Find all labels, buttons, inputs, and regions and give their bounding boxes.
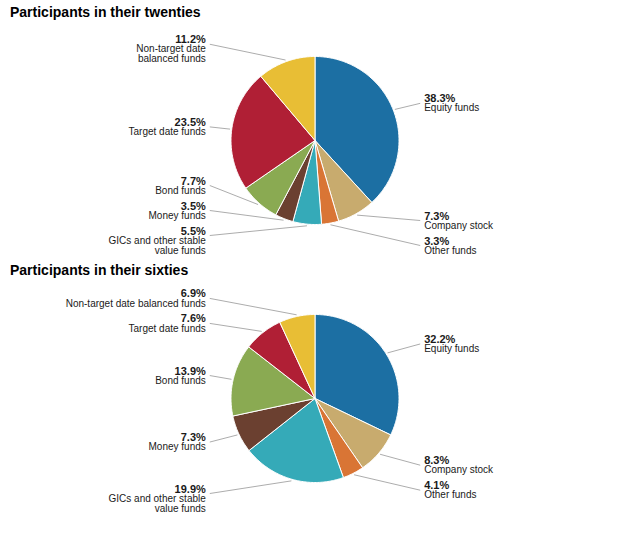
- html-text:Participants in their sixties: Participants in their sixties: [10, 262, 189, 278]
- svg-text:23.5%: 23.5%: [174, 115, 206, 128]
- svg-text:3.3%: 3.3%: [424, 234, 450, 247]
- svg-text:Equity funds: Equity funds: [424, 343, 479, 354]
- svg-text:7.7%: 7.7%: [180, 174, 206, 187]
- svg-text:6.9%: 6.9%: [180, 287, 206, 300]
- svg-text:GICs and other stablevalue fun: GICs and other stablevalue funds: [109, 493, 207, 514]
- svg-text:Company stock: Company stock: [424, 220, 494, 231]
- svg-text:Non-target date balanced funds: Non-target date balanced funds: [66, 298, 206, 309]
- svg-text:Bond funds: Bond funds: [155, 375, 206, 386]
- svg-text:Money funds: Money funds: [149, 441, 206, 452]
- svg-text:Non-target datebalanced funds: Non-target datebalanced funds: [136, 43, 206, 64]
- svg-text:Company stock: Company stock: [424, 464, 494, 475]
- svg-text:32.2%: 32.2%: [424, 333, 456, 345]
- svg-text:5.5%: 5.5%: [180, 224, 206, 237]
- svg-text:11.2%: 11.2%: [175, 33, 206, 46]
- html-text:Participants in their twenties: Participants in their twenties: [10, 4, 201, 20]
- svg-text:Target date funds: Target date funds: [129, 126, 206, 137]
- svg-text:19.9%: 19.9%: [174, 482, 206, 495]
- svg-text:7.6%: 7.6%: [180, 312, 206, 325]
- svg-text:Other funds: Other funds: [424, 489, 476, 500]
- svg-text:Other funds: Other funds: [424, 245, 476, 256]
- svg-text:Money funds: Money funds: [149, 210, 206, 221]
- svg-text:Target date funds: Target date funds: [129, 323, 206, 334]
- svg-text:4.1%: 4.1%: [424, 479, 450, 492]
- svg-text:Bond funds: Bond funds: [155, 185, 206, 196]
- svg-text:3.5%: 3.5%: [180, 199, 206, 212]
- svg-text:Equity funds: Equity funds: [424, 102, 479, 113]
- svg-text:38.3%: 38.3%: [424, 92, 456, 105]
- svg-text:13.9%: 13.9%: [174, 364, 206, 377]
- svg-text:GICs and other stablevalue fun: GICs and other stablevalue funds: [109, 235, 207, 256]
- svg-text:8.3%: 8.3%: [424, 454, 450, 467]
- svg-text:7.3%: 7.3%: [424, 209, 450, 222]
- svg-text:7.3%: 7.3%: [180, 431, 206, 444]
